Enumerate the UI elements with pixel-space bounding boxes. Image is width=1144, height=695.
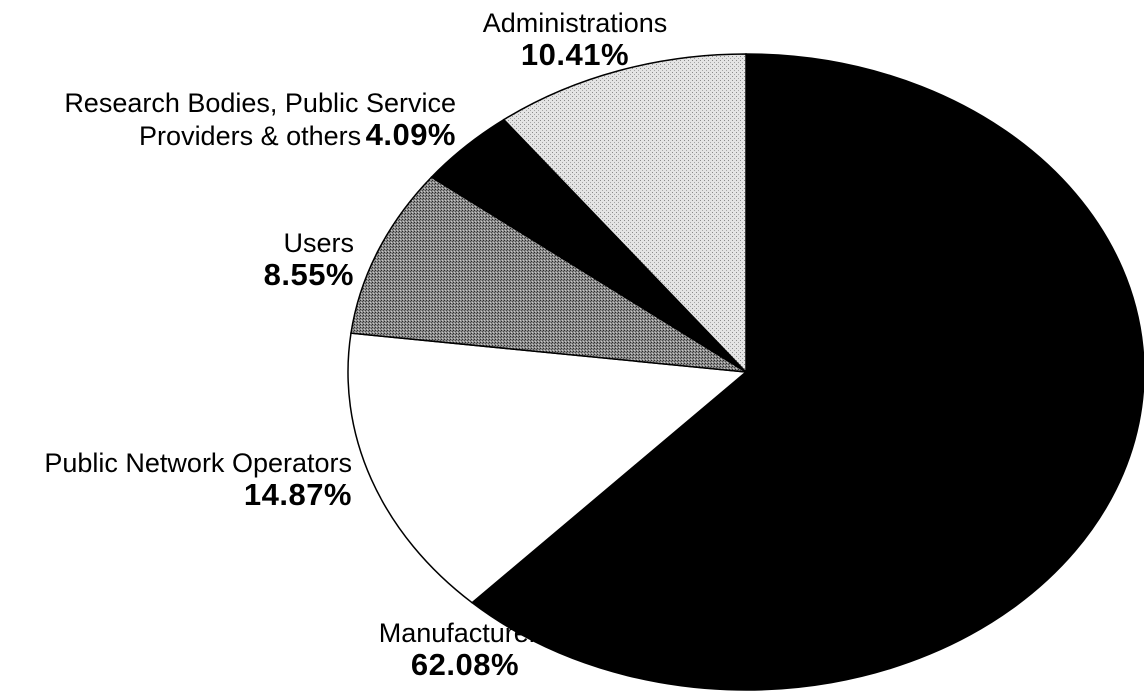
slice-label-manufacturers: Manufacturers bbox=[378, 618, 552, 648]
label-administrations: Administrations 10.41% bbox=[430, 8, 720, 73]
pie-slice-manufacturers bbox=[470, 53, 1144, 691]
slice-label-research-line2: Providers & others bbox=[139, 121, 362, 152]
slice-label-research-line1: Research Bodies, Public Service bbox=[64, 88, 456, 118]
label-users: Users 8.55% bbox=[150, 228, 354, 293]
label-manufacturers: Manufacturers 62.08% bbox=[330, 618, 600, 683]
slice-label-users: Users bbox=[283, 228, 354, 258]
slice-label-public-network-operators: Public Network Operators bbox=[44, 448, 352, 478]
slice-value-users: 8.55% bbox=[263, 257, 354, 293]
slice-value-administrations: 10.41% bbox=[520, 37, 630, 73]
pie-slice-public-network-operators bbox=[347, 332, 748, 604]
slice-value-manufacturers: 62.08% bbox=[410, 647, 520, 683]
pie-slice-administrations bbox=[502, 53, 747, 374]
label-research-bodies: Research Bodies, Public Service Provider… bbox=[10, 88, 456, 153]
slice-label-administrations: Administrations bbox=[482, 8, 668, 38]
slice-value-public-network-operators: 14.87% bbox=[243, 477, 352, 513]
pie-slice-users bbox=[350, 176, 747, 373]
slice-value-research: 4.09% bbox=[365, 117, 456, 153]
label-public-network-operators: Public Network Operators 14.87% bbox=[0, 448, 352, 513]
